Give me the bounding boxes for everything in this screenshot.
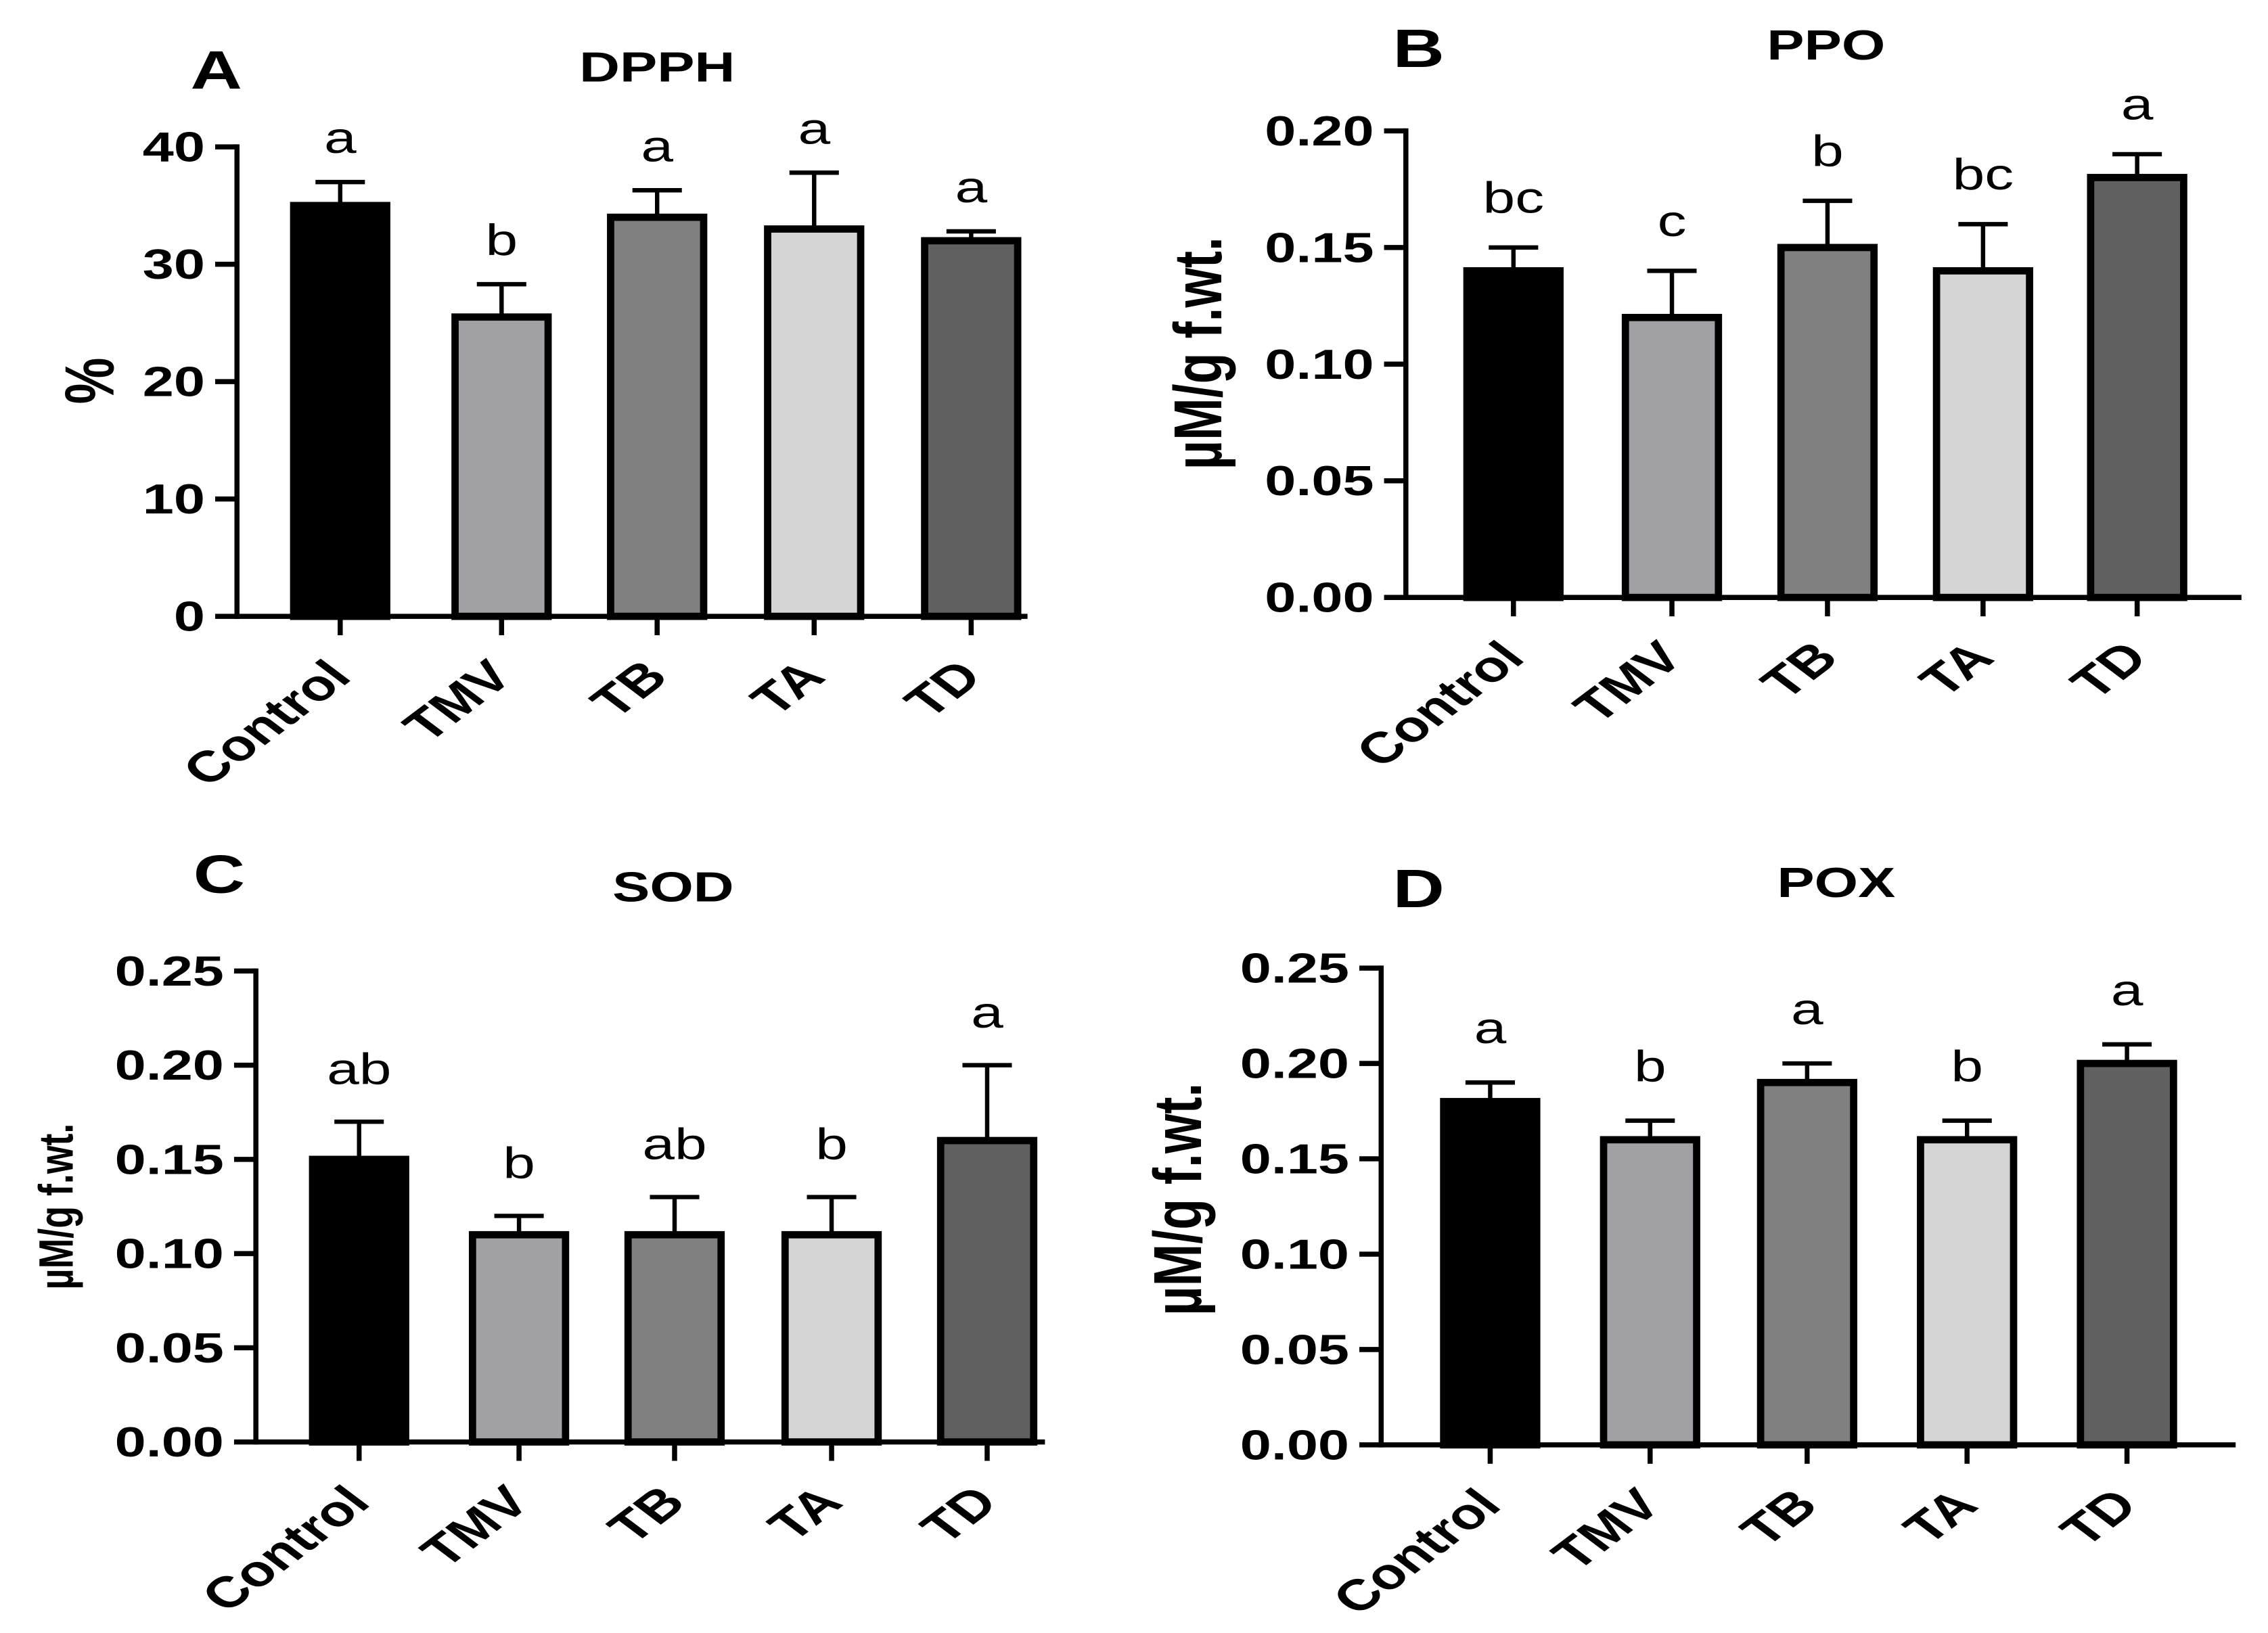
significance-letter-td: a [971,988,1004,1037]
significance-letter-td: a [2111,966,2144,1015]
panel-label: A [190,40,242,100]
bar-td [936,1136,1038,1446]
significance-letter-control: a [1474,1004,1507,1053]
y-tick-label: 0.10 [115,1230,224,1278]
bar-control [1463,267,1564,601]
bar-td [2087,174,2187,601]
y-tick-label: 0.00 [1265,574,1374,622]
y-tick-label: 0.10 [1240,1230,1349,1278]
bar-ta [1917,1136,2018,1449]
bar-tb [607,213,708,620]
chart-title: PPO [1767,22,1885,69]
y-tick-label: 0.05 [1240,1326,1349,1373]
y-axis-label: µM/g f.wt. [30,1124,83,1290]
y-axis-label: % [51,358,129,405]
y-tick-label: 0.15 [115,1136,224,1183]
significance-letter-tb: a [641,122,674,171]
y-tick-label: 0.20 [115,1042,224,1089]
bar-control [309,1155,409,1446]
chart-title: POX [1777,859,1895,906]
bar-tb [624,1230,725,1446]
significance-letter-ta: a [798,104,831,153]
bar-tmv [451,313,552,620]
significance-letter-control: bc [1483,174,1545,223]
bar-td [2077,1059,2177,1449]
panel-label: D [1392,858,1444,919]
y-axis-label: µM/g f.wt. [1160,237,1235,469]
y-tick-label: 30 [143,241,205,288]
y-tick-label: 10 [143,476,205,523]
significance-letter-ta: b [815,1120,848,1169]
panel-label: C [194,844,245,904]
panel-label: B [1392,18,1444,78]
y-tick-label: 0 [174,593,205,641]
y-tick-label: 0.20 [1265,108,1374,155]
significance-letter-control: a [324,114,357,162]
y-tick-label: 0.15 [1240,1135,1349,1182]
bar-tmv [1600,1136,1700,1449]
bar-control [290,202,390,620]
bar-ta [781,1230,882,1446]
significance-letter-td: a [2121,80,2154,129]
bar-td [921,237,1022,620]
significance-letter-tmv: c [1658,197,1687,246]
significance-letter-tb: a [1791,985,1824,1034]
significance-letter-tb: b [1811,127,1844,176]
bar-tb [1756,1078,1857,1449]
y-tick-label: 0.05 [115,1325,224,1372]
bar-ta [764,225,865,620]
bar-tb [1777,244,1878,601]
y-tick-label: 0.00 [1240,1421,1349,1469]
bar-ta [1932,267,2033,601]
y-tick-label: 40 [143,123,205,170]
y-tick-label: 0.25 [1240,945,1349,992]
y-axis-label: µM/g f.wt. [1139,1083,1215,1316]
significance-letter-ta: bc [1953,150,2014,199]
y-tick-label: 20 [143,358,205,405]
y-tick-label: 0.05 [1265,457,1374,505]
significance-letter-tb: ab [642,1120,706,1169]
y-tick-label: 0.00 [115,1419,224,1466]
significance-letter-td: a [955,163,989,212]
bar-tmv [468,1230,570,1446]
chart-title: SOD [612,863,734,911]
significance-letter-control: ab [327,1045,391,1094]
significance-letter-tmv: b [1634,1042,1666,1091]
y-tick-label: 0.25 [115,948,224,995]
y-tick-label: 0.10 [1265,341,1374,388]
significance-letter-tmv: b [485,216,518,264]
significance-letter-ta: b [1951,1042,1983,1091]
significance-letter-tmv: b [503,1139,535,1188]
bar-control [1440,1098,1541,1449]
y-tick-label: 0.20 [1240,1040,1349,1087]
bar-tmv [1621,313,1723,601]
chart-title: DPPH [579,43,735,91]
y-tick-label: 0.15 [1265,224,1374,271]
